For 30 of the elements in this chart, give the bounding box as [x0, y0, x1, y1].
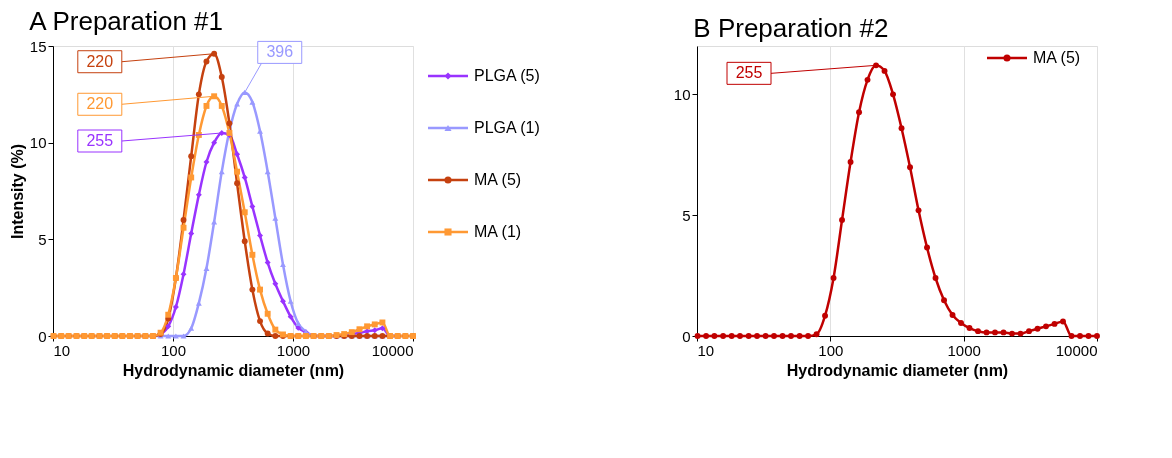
y-tick-label: 0: [38, 327, 47, 345]
x-tick-label: 10000: [371, 341, 414, 359]
y-tick-label: 0: [682, 327, 691, 345]
x-tick-label: 100: [818, 341, 844, 359]
chart-title: B Preparation #2: [693, 13, 889, 43]
annotation: 396: [266, 43, 294, 61]
x-tick-label: 10000: [1055, 341, 1098, 359]
y-tick-label: 10: [673, 85, 691, 103]
annotation: 220: [86, 52, 114, 70]
legend-label: MA (1): [474, 223, 522, 240]
x-tick-label: 10: [697, 341, 715, 359]
x-tick-label: 1000: [276, 341, 311, 359]
x-tick-label: 10: [53, 341, 71, 359]
y-tick-label: 5: [682, 206, 691, 224]
chart-title: A Preparation #1: [29, 6, 224, 36]
y-tick-label: 15: [29, 37, 47, 55]
y-axis-title: Intensity (%): [8, 143, 26, 240]
y-tick-label: 5: [38, 230, 47, 248]
legend-label: MA (5): [1033, 49, 1081, 66]
annotation: 255: [86, 132, 114, 149]
legend-label: PLGA (5): [474, 67, 540, 84]
legend-label: MA (5): [474, 171, 522, 188]
y-tick-label: 10: [29, 134, 47, 152]
annotation: 220: [86, 95, 114, 113]
x-tick-label: 1000: [947, 341, 981, 359]
x-axis-title: Hydrodynamic diameter (nm): [786, 361, 1009, 379]
x-axis-title: Hydrodynamic diameter (nm): [122, 361, 345, 379]
x-tick-label: 100: [160, 341, 187, 359]
annotation: 255: [735, 64, 763, 82]
legend-label: PLGA (1): [474, 119, 540, 136]
